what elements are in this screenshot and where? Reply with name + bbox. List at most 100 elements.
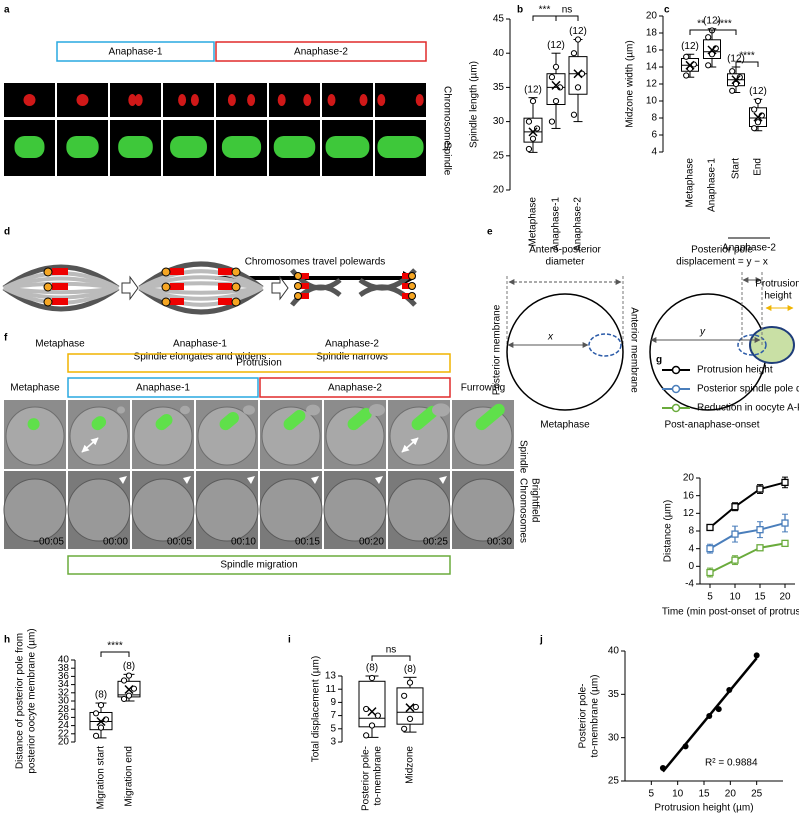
y-tick-label: 20	[683, 473, 695, 484]
time-stamp: 00:20	[293, 165, 318, 176]
chromosomes	[303, 94, 312, 106]
chromosomes	[277, 94, 286, 106]
phase-box	[67, 353, 451, 373]
y-tick-label: 16	[683, 490, 695, 501]
stage-label: Anaphase-1	[173, 339, 227, 350]
oocyte	[133, 406, 193, 466]
data-point	[706, 568, 714, 577]
box	[568, 56, 588, 95]
panel-label: e	[487, 227, 493, 238]
chromosomes	[327, 94, 336, 106]
y-tick-label: 12	[683, 508, 695, 519]
spindle-fibre	[2, 285, 120, 312]
data-point	[412, 703, 419, 711]
annotation: R² = 0.9884	[705, 758, 758, 769]
significance-label: ****	[716, 19, 732, 30]
x-tick-label: Migration end	[124, 746, 135, 807]
spindle	[66, 136, 99, 158]
data-point	[570, 50, 578, 57]
kinetochore	[294, 272, 302, 280]
time-stamp: 00:10	[187, 165, 212, 176]
mean-marker	[731, 75, 741, 85]
oocyte	[69, 406, 129, 466]
spindle-fibre	[2, 264, 120, 291]
stage-note: Spindle narrows	[316, 352, 388, 363]
arrowhead-marker	[183, 476, 191, 484]
mean-marker	[528, 127, 538, 137]
data-point	[92, 732, 100, 739]
oocyte	[67, 478, 131, 542]
data-point	[574, 36, 582, 43]
stage-label: Anaphase-2	[325, 339, 379, 350]
channel-label: Chromosomes	[441, 86, 452, 151]
y-tick-label: 8	[651, 113, 657, 124]
y-tick-label: 3	[330, 737, 336, 748]
time-stamp: −00:05	[22, 165, 53, 176]
chromosome	[300, 273, 309, 279]
arrow-text: Chromosomes travel polewards	[245, 257, 386, 268]
chromosomes	[178, 94, 187, 106]
y-tick-label: 35	[493, 82, 505, 93]
series-line	[709, 522, 786, 550]
data-point	[368, 674, 376, 682]
data-point	[401, 692, 408, 699]
y-tick-label: 5	[330, 723, 336, 734]
group-label: Anaphase-2	[722, 243, 776, 254]
data-point	[683, 72, 690, 79]
data-point	[682, 743, 689, 750]
spindle	[377, 136, 424, 158]
y-tick-label: 20	[646, 11, 658, 22]
data-point	[731, 530, 739, 538]
spindle	[27, 418, 40, 431]
protrusion	[243, 405, 255, 415]
arrowhead-marker	[439, 476, 447, 484]
x-tick-label: End	[753, 158, 764, 176]
data-point	[736, 74, 743, 81]
spindle-fibre	[138, 286, 264, 315]
significance-label: **	[697, 19, 705, 30]
n-label: (12)	[569, 26, 587, 37]
chromosomes	[359, 94, 368, 106]
chromosomes	[377, 94, 386, 106]
data-point	[529, 135, 537, 142]
phase-box	[67, 377, 259, 398]
data-point	[368, 722, 376, 729]
data-point	[756, 544, 764, 552]
phase-label: Spindle migration	[220, 560, 297, 571]
panel-label: g	[656, 355, 662, 366]
data-point	[754, 97, 762, 105]
y-axis-label: posterior oocyte membrane (µm)	[27, 628, 38, 773]
time-stamp: 00:15	[295, 537, 320, 548]
y-axis-label: Distance (µm)	[663, 500, 674, 562]
time-stamp: 00:00	[103, 537, 128, 548]
y-tick-label: 28	[58, 704, 70, 715]
n-label: (8)	[404, 664, 416, 675]
spindle	[325, 136, 370, 158]
mean-marker	[405, 703, 415, 713]
y-tick-label: 30	[608, 732, 620, 743]
channel-label: Spindle	[517, 440, 528, 474]
significance-label: ***	[539, 5, 551, 16]
oocyte	[325, 406, 385, 466]
x-tick-label: 5	[707, 592, 713, 603]
y-axis-label: Midzone width (µm)	[625, 40, 636, 127]
y-tick-label: 4	[688, 543, 694, 554]
phase-box	[259, 377, 451, 398]
x-tick-label: 20	[725, 789, 737, 800]
chromosome	[52, 298, 68, 305]
oocyte	[453, 406, 513, 466]
data-point	[705, 62, 712, 69]
spindle-fibre	[139, 269, 263, 290]
data-point	[125, 692, 133, 699]
y-axis-label: Spindle length (µm)	[469, 61, 480, 148]
protrusion	[749, 326, 795, 364]
spindle	[411, 405, 439, 431]
n-label: (8)	[95, 690, 107, 701]
spindle	[155, 414, 173, 431]
y-tick-label: 40	[58, 655, 70, 666]
time-stamp: 00:10	[231, 537, 256, 548]
y-tick-label: 4	[651, 147, 657, 158]
arrowhead-marker	[311, 476, 319, 484]
data-point	[731, 556, 739, 564]
phase-label: Protrusion	[236, 358, 282, 369]
